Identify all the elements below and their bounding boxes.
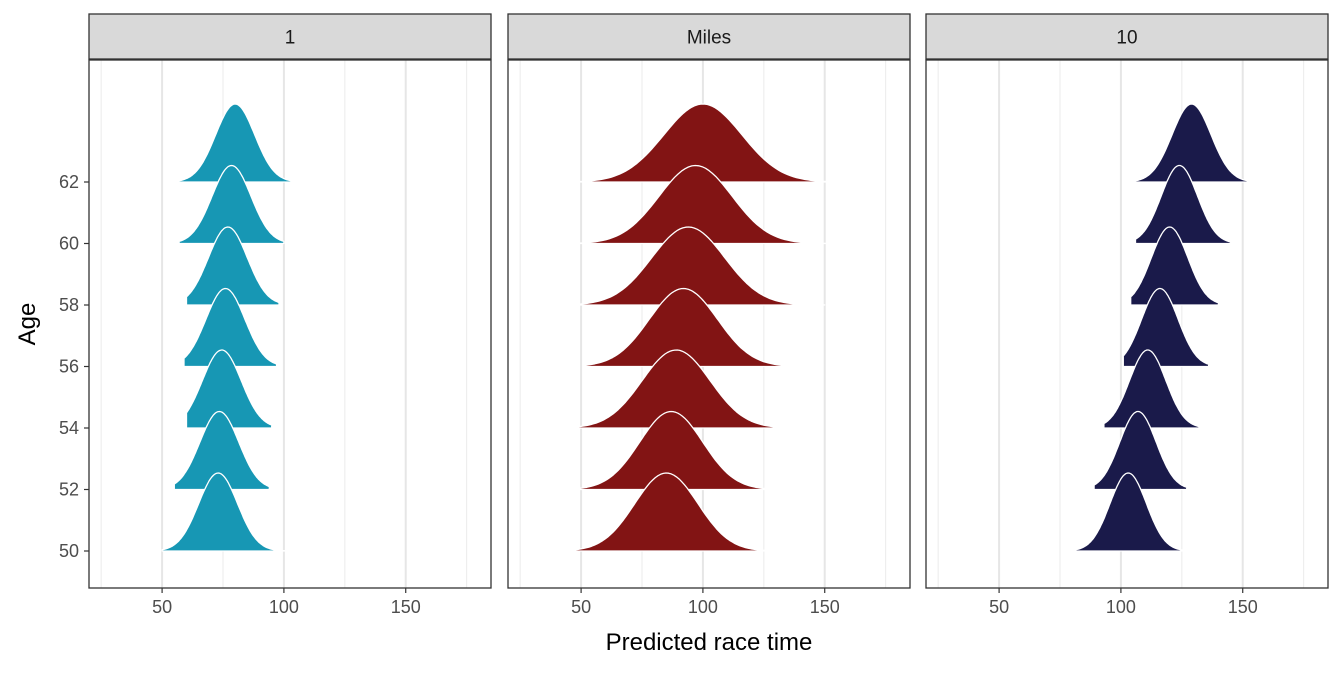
- x-tick-label: 50: [571, 597, 591, 617]
- density-ridge-age-60: [178, 164, 285, 245]
- density-ridge-age-56: [585, 287, 787, 368]
- density-ridge-age-58: [1130, 226, 1220, 306]
- density-ridge-age-62: [163, 103, 295, 183]
- y-tick-label: 56: [59, 357, 79, 377]
- density-ridge-age-62: [575, 103, 838, 183]
- x-tick-label: 100: [269, 597, 299, 617]
- y-tick-label: 58: [59, 295, 79, 315]
- y-tick-label: 50: [59, 541, 79, 561]
- density-ridge-age-54: [1103, 349, 1200, 429]
- x-tick-label: 150: [391, 597, 421, 617]
- facet-strip: [507, 13, 911, 60]
- y-axis-title: Age: [14, 303, 41, 346]
- facet-strip-label: 1: [285, 28, 296, 49]
- panel-border: [925, 59, 1329, 589]
- x-tick-label: 150: [1228, 597, 1258, 617]
- density-ridge-age-60: [1134, 164, 1232, 245]
- density-ridge-age-50: [551, 472, 792, 552]
- density-ridge-age-54: [185, 349, 273, 429]
- density-ridge-age-50: [1071, 472, 1185, 552]
- density-ridge-age-56: [183, 287, 278, 368]
- facet-strip: [925, 13, 1329, 60]
- panel-border: [88, 59, 492, 589]
- panel-border: [507, 59, 911, 589]
- y-tick-label: 52: [59, 480, 79, 500]
- density-ridge-age-52: [570, 410, 772, 491]
- facet-strip-label: Miles: [687, 28, 731, 49]
- density-ridge-age-60: [553, 164, 865, 245]
- density-ridge-age-58: [563, 226, 826, 306]
- facet-strip-label: 10: [1116, 28, 1137, 49]
- y-tick-label: 54: [59, 418, 79, 438]
- density-ridge-age-58: [185, 226, 280, 306]
- density-ridge-age-56: [1122, 287, 1210, 368]
- density-ridge-age-54: [568, 349, 792, 429]
- y-tick-label: 62: [59, 172, 79, 192]
- y-tick-label: 60: [59, 234, 79, 254]
- x-axis-title: Predicted race time: [606, 629, 813, 656]
- x-tick-label: 150: [810, 597, 840, 617]
- density-ridge-age-62: [1134, 103, 1254, 183]
- x-tick-label: 50: [989, 597, 1009, 617]
- density-ridge-age-50: [161, 472, 287, 552]
- density-ridge-age-52: [1093, 410, 1188, 491]
- density-ridge-age-52: [173, 410, 270, 491]
- panel-background: [89, 60, 491, 588]
- x-tick-label: 50: [152, 597, 172, 617]
- x-tick-label: 100: [1106, 597, 1136, 617]
- x-tick-label: 100: [688, 597, 718, 617]
- facet-strip: [88, 13, 492, 60]
